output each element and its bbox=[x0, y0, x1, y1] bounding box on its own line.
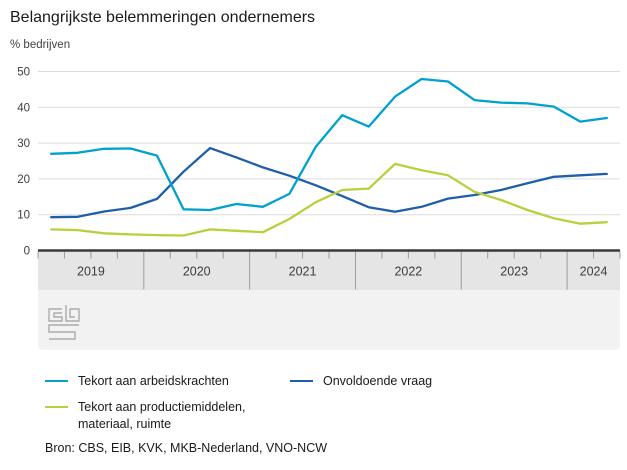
year-label: 2021 bbox=[289, 265, 317, 279]
gridlines bbox=[38, 71, 620, 216]
series-line-1 bbox=[50, 162, 608, 237]
legend-label: Tekort aan arbeidskrachten bbox=[78, 374, 229, 388]
legend-item-productiemiddelen: Tekort aan productiemiddelen, materiaal,… bbox=[45, 399, 290, 432]
legend-item-vraag: Onvoldoende vraag bbox=[290, 373, 432, 389]
y-tick-label: 40 bbox=[17, 102, 30, 114]
legend-swatch-darkblue-icon bbox=[290, 380, 313, 382]
year-label: 2019 bbox=[77, 265, 105, 279]
series-line-0 bbox=[50, 77, 608, 212]
year-label: 2023 bbox=[500, 265, 528, 279]
cbs-logo-c bbox=[48, 308, 63, 322]
x-axis-band: 2019 2020 2021 2022 2023 2024 bbox=[37, 251, 621, 350]
chart-title: Belangrijkste belemmeringen ondernemers bbox=[10, 9, 316, 26]
line-chart: 0 10 20 30 40 50 2019 2020 2021 2022 2023 2024 bbox=[17, 67, 621, 350]
cbs-logo-b bbox=[65, 305, 80, 322]
year-label: 2020 bbox=[183, 265, 211, 279]
legend-item-arbeidskrachten: Tekort aan arbeidskrachten bbox=[45, 373, 290, 389]
series-lines bbox=[50, 77, 608, 237]
legend-swatch-green-icon bbox=[45, 406, 68, 409]
y-axis-tick-labels: 0 10 20 30 40 50 bbox=[17, 67, 30, 258]
year-label: 2022 bbox=[394, 265, 422, 279]
cbs-logo-s bbox=[48, 324, 79, 340]
y-tick-label: 50 bbox=[17, 67, 30, 79]
y-tick-label: 20 bbox=[17, 174, 30, 186]
source-note: Bron: CBS, EIB, KVK, MKB-Nederland, VNO-… bbox=[45, 441, 328, 455]
y-tick-label: 10 bbox=[17, 210, 30, 222]
legend-label: Onvoldoende vraag bbox=[323, 374, 433, 388]
year-label: 2024 bbox=[580, 265, 608, 279]
legend-swatch-lightblue-icon bbox=[45, 380, 68, 382]
chart-legend: Tekort aan arbeidskrachten Onvoldoende v… bbox=[45, 373, 432, 432]
y-axis-unit-label: % bedrijven bbox=[10, 39, 71, 51]
legend-label: Tekort aan productiemiddelen, materiaal,… bbox=[78, 400, 246, 431]
y-tick-label: 0 bbox=[24, 246, 30, 258]
cbs-logo bbox=[48, 305, 80, 340]
series-line-2 bbox=[50, 146, 608, 219]
footer-band bbox=[38, 290, 620, 350]
y-tick-label: 30 bbox=[17, 138, 30, 150]
